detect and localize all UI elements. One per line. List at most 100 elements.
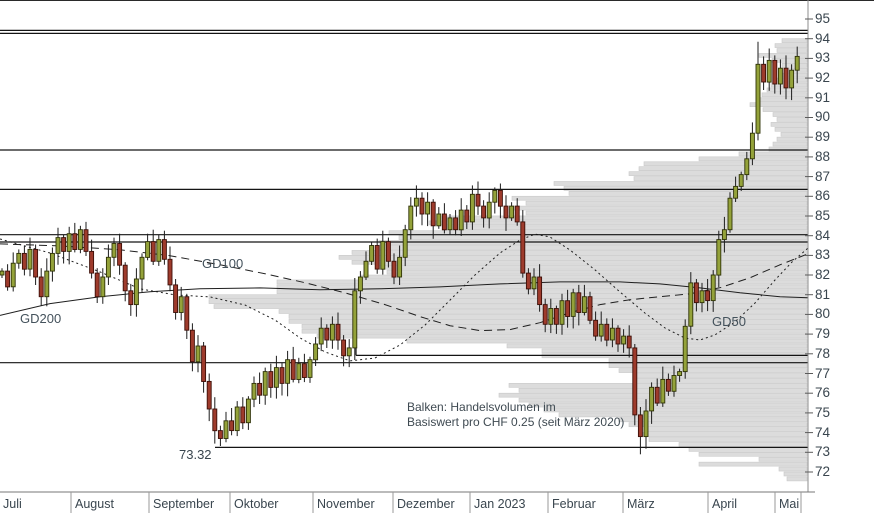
- volume-profile-bar: [772, 112, 808, 117]
- candle-down: [189, 329, 195, 363]
- volume-profile-bar: [618, 368, 808, 373]
- volume-profile-bar: [608, 363, 808, 368]
- price-axis-label: 95: [815, 11, 831, 26]
- candle-up: [492, 189, 498, 203]
- candle-up: [469, 193, 475, 223]
- candle-up: [699, 290, 705, 304]
- volume-profile-bar: [783, 471, 808, 477]
- price-axis-label: 88: [815, 149, 831, 164]
- candle-up: [363, 260, 369, 278]
- candle-up: [749, 132, 755, 160]
- candle-up: [178, 296, 184, 313]
- candle-down: [217, 430, 223, 439]
- price-axis-label: 86: [815, 188, 831, 203]
- candle-up: [744, 158, 750, 176]
- candle-down: [161, 239, 167, 260]
- volume-profile-bar: [758, 53, 808, 58]
- candle-up: [755, 63, 761, 134]
- candle-up: [425, 201, 431, 215]
- candle-up: [273, 367, 279, 388]
- volume-profile-bar: [738, 151, 808, 157]
- volume-profile-bar: [288, 314, 808, 319]
- candle-up: [195, 345, 201, 363]
- candle-down: [385, 241, 391, 262]
- candle-down: [229, 420, 235, 432]
- volume-profile-bar: [558, 412, 808, 418]
- month-label: Mai: [779, 497, 800, 511]
- candle-down: [453, 217, 459, 231]
- volume-profile-bar: [698, 451, 808, 457]
- volume-profile-bar: [749, 102, 808, 107]
- candle-down: [654, 386, 660, 404]
- candle-up: [643, 410, 649, 438]
- candle-up: [609, 327, 615, 341]
- candle-up: [688, 282, 694, 327]
- candle-up: [621, 335, 627, 345]
- price-axis-label: 82: [815, 267, 831, 282]
- candle-up: [16, 252, 22, 264]
- volume-profile-bar: [628, 422, 808, 428]
- volume-profile-bar: [208, 299, 808, 304]
- gd100-label: GD100: [202, 256, 244, 271]
- candle-up: [369, 245, 375, 262]
- volume-profile-bar: [528, 402, 808, 408]
- candle-down: [184, 296, 190, 331]
- candle-up: [352, 290, 358, 349]
- candle-down: [419, 197, 425, 215]
- candle-up: [402, 229, 408, 258]
- volume-profile-bar: [778, 466, 808, 472]
- candle-up: [262, 371, 268, 396]
- candle-down: [94, 272, 100, 298]
- candle-down: [464, 209, 470, 223]
- candle-down: [537, 276, 543, 306]
- candle-up: [296, 363, 302, 380]
- volume-profile-bar: [776, 117, 808, 122]
- volume-profile-bar: [543, 407, 808, 413]
- candle-up: [156, 239, 162, 262]
- volume-profile-bar: [643, 161, 808, 167]
- volume-profile-bar: [398, 235, 808, 240]
- volume-profile-bar: [786, 476, 808, 482]
- volume-profile-bar: [780, 131, 808, 137]
- volume-profile-bar: [525, 210, 808, 216]
- candle-up: [66, 233, 72, 252]
- candle-up: [509, 205, 515, 219]
- volume-profile-bar: [770, 82, 808, 88]
- volume-profile-bar: [768, 146, 808, 152]
- volume-profile-bar: [774, 126, 808, 132]
- candle-down: [335, 323, 341, 341]
- price-axis-label: 85: [815, 208, 831, 223]
- volume-profile-bar: [213, 304, 808, 309]
- volume-profile-bar: [376, 245, 808, 250]
- candle-down: [481, 205, 487, 219]
- candle-up: [733, 185, 739, 199]
- volume-profile-bar: [781, 62, 808, 68]
- volume-profile-bar: [563, 186, 808, 191]
- volume-profile-bar: [776, 48, 808, 53]
- candle-up: [285, 359, 291, 384]
- candle-up: [139, 256, 145, 280]
- low-price-label: 73.32: [179, 447, 212, 462]
- volume-profile-bar: [553, 181, 808, 186]
- candle-up: [105, 256, 111, 278]
- candle-up: [436, 213, 442, 227]
- price-axis-label: 94: [815, 31, 831, 46]
- price-axis-label: 89: [815, 129, 831, 144]
- candle-up: [318, 327, 324, 345]
- candle-down: [173, 284, 179, 313]
- candle-up: [447, 217, 453, 231]
- price-axis-label: 81: [815, 287, 831, 302]
- candle-down: [279, 367, 285, 384]
- candle-up: [766, 59, 772, 83]
- volume-profile-bar: [386, 269, 808, 275]
- candle-down: [693, 282, 699, 304]
- volume-profile-bar: [643, 427, 808, 432]
- volume-profile-bar: [766, 87, 808, 93]
- candle-up: [458, 209, 464, 231]
- candle-down: [626, 335, 632, 349]
- candle-down: [576, 292, 582, 313]
- month-label: November: [317, 497, 375, 511]
- price-axis-label: 79: [815, 326, 831, 341]
